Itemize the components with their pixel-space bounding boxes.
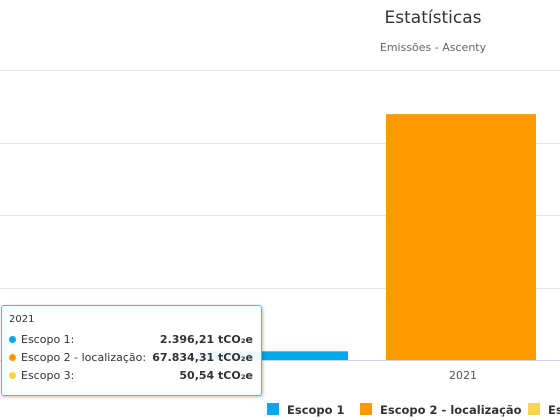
legend-label: Es [548,403,560,417]
x-tick-label: 2021 [449,369,477,382]
chart-subtitle: Emissões - Ascenty [380,41,487,54]
tooltip-row: Escopo 2 - localização: 67.834,31 tCO₂e [9,348,253,366]
tooltip-row: Escopo 1: 2.396,21 tCO₂e [9,330,253,348]
series-dot-icon [9,371,16,379]
chart-title: Estatísticas [385,8,482,28]
tooltip-value: 2.396,21 tCO₂e [159,332,253,346]
legend-swatch [528,403,540,415]
legend-label: Escopo 2 - localização [380,403,522,417]
tooltip-value: 50,54 tCO₂e [179,368,253,382]
series-dot-icon [9,353,16,361]
tooltip: 2021 Escopo 1: 2.396,21 tCO₂e Escopo 2 - l… [1,305,262,396]
legend-swatch [360,403,372,415]
legend-label: Escopo 1 [287,403,345,417]
legend-swatch [267,403,279,415]
bar-escopo-1[interactable] [198,351,348,360]
tooltip-label: Escopo 1: [21,332,75,346]
legend-item[interactable]: Escopo 2 - localização [360,403,522,417]
legend-item[interactable]: Escopo 1 [267,403,345,417]
legend-item[interactable]: Es [528,403,560,417]
bars [198,114,536,361]
legend[interactable]: Escopo 1 Escopo 2 - localização Es [267,403,560,417]
series-dot-icon [9,335,16,343]
tooltip-label: Escopo 3: [21,368,75,382]
tooltip-value: 67.834,31 tCO₂e [152,350,253,364]
tooltip-label: Escopo 2 - localização: [21,350,147,364]
tooltip-header: 2021 [9,314,35,325]
tooltip-row: Escopo 3: 50,54 tCO₂e [9,366,253,384]
bar-escopo-2-localiza-o[interactable] [386,114,536,361]
